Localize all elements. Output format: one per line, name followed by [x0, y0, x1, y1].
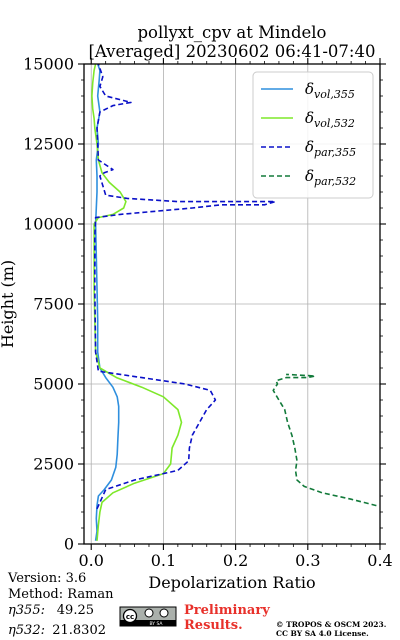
- x-tick-label: 0.1: [151, 551, 176, 570]
- y-tick-label: 12500: [23, 135, 74, 154]
- legend-label-1: δvol,532: [305, 109, 355, 130]
- y-axis-label: Height (m): [0, 260, 17, 348]
- x-tick-label: 0.4: [367, 551, 392, 570]
- eta532-label: η532:: [8, 623, 45, 638]
- svg-text:cc: cc: [126, 613, 134, 621]
- x-tick-label: 0.0: [78, 551, 103, 570]
- eta355-value: 49.25: [57, 603, 94, 618]
- preliminary-text-line1: Preliminary: [184, 603, 270, 618]
- footer-info: Version: 3.6 Method: Raman η355: 49.25 η…: [7, 571, 386, 638]
- series-line-1: [91, 64, 183, 541]
- legend-box: [252, 71, 374, 199]
- legend-label-3: δpar,532: [305, 167, 356, 188]
- x-axis-label: Depolarization Ratio: [148, 573, 315, 592]
- preliminary-text-line2: Results.: [184, 618, 243, 633]
- y-tick-label: 2500: [33, 455, 74, 474]
- y-tick-label: 5000: [33, 375, 74, 394]
- cc-license-badge-icon: cc BY SA: [119, 606, 177, 627]
- chart-subtitle: [Averaged] 20230602 06:41-07:40: [89, 42, 376, 61]
- series-line-3: [272, 373, 377, 507]
- version-text: Version: 3.6: [7, 571, 86, 586]
- x-tick-label: 0.3: [295, 551, 320, 570]
- series-line-2: [94, 64, 277, 510]
- axes: 0.0 0.1 0.2 0.3 0.4 0 2500 5000 7500 10000 12500 15…: [23, 55, 393, 571]
- copyright-line2: CC BY SA 4.0 License.: [276, 629, 369, 638]
- eta532-value: 21.8302: [52, 623, 106, 638]
- legend-label-0: δvol,355: [305, 80, 355, 101]
- method-text: Method: Raman: [8, 587, 114, 602]
- copyright-line1: © TROPOS & OSCM 2023.: [276, 620, 386, 629]
- series-line-0: [94, 64, 120, 541]
- legend-label-2: δpar,355: [305, 138, 356, 159]
- chart-title: pollyxt_cpv at Mindelo: [138, 23, 327, 42]
- legend: δvol,355 δvol,532 δpar,355 δpar,532: [252, 71, 374, 199]
- x-tick-label: 0.2: [223, 551, 248, 570]
- y-tick-label: 10000: [23, 215, 74, 234]
- eta355-label: η355:: [8, 603, 45, 618]
- data-series: [91, 64, 377, 541]
- license-badge-text: BY SA: [149, 621, 163, 627]
- y-tick-label: 7500: [33, 295, 74, 314]
- y-tick-label: 0: [64, 535, 74, 554]
- y-tick-label: 15000: [23, 55, 74, 74]
